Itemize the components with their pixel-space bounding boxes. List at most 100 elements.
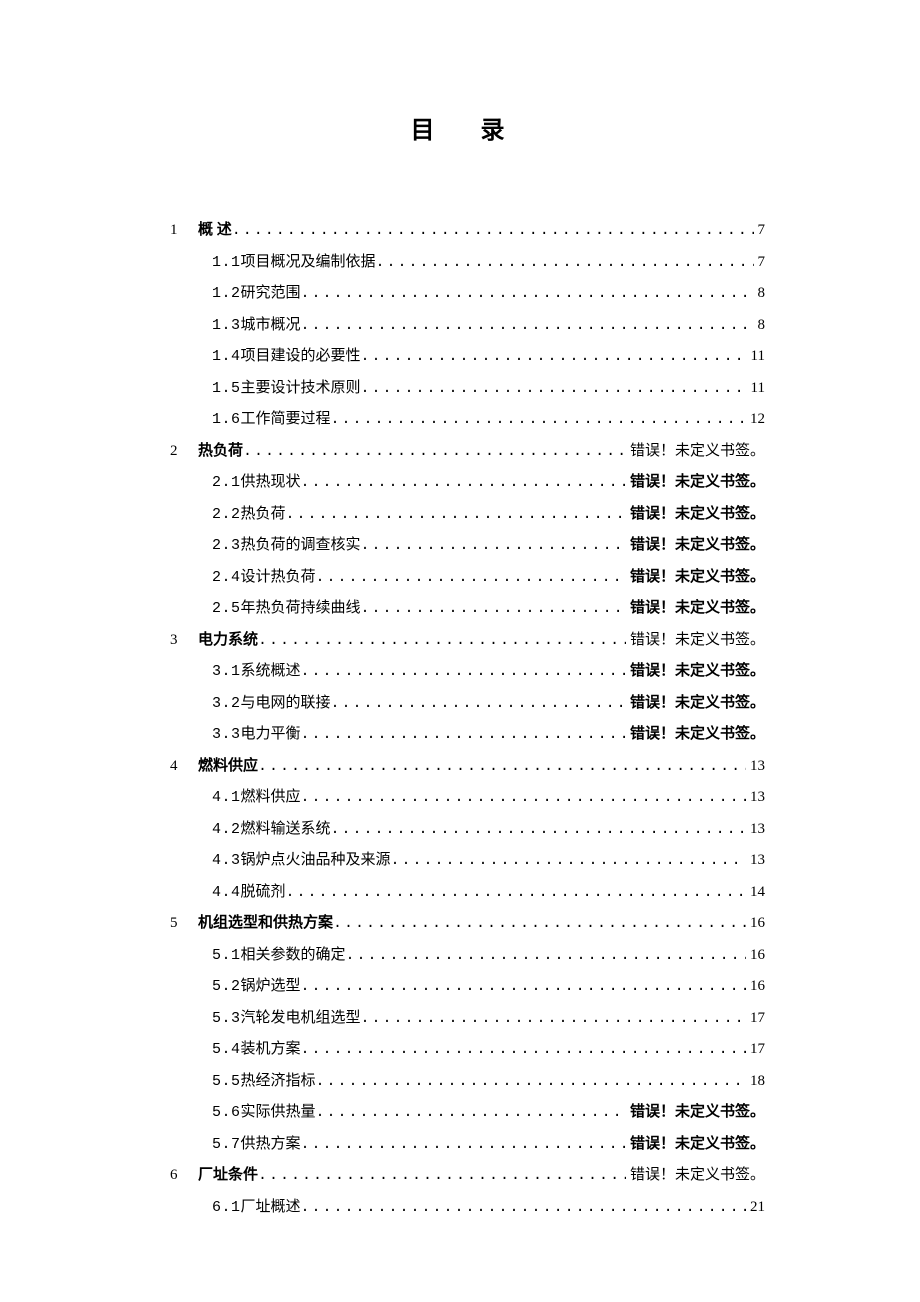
- toc-section: 1概 述 7: [170, 215, 765, 247]
- toc-subsection: 5.2 锅炉选型16: [212, 971, 765, 1003]
- toc-subsection-number: 5.4: [212, 1034, 241, 1066]
- toc-leader: [361, 341, 747, 373]
- toc-subsection: 1.2 研究范围8: [212, 278, 765, 310]
- toc-subsection-number: 3.2: [212, 688, 241, 720]
- toc-leader: [331, 688, 626, 720]
- toc-subsection: 5.7 供热方案 错误！未定义书签。: [212, 1129, 765, 1161]
- toc-section-number: 1: [170, 215, 198, 247]
- toc-subsection-number: 1.4: [212, 341, 241, 373]
- toc-leader: [361, 373, 747, 405]
- toc-page-ref: 7: [754, 215, 766, 247]
- toc-subsection-number: 4.3: [212, 845, 241, 877]
- toc-subsection-number: 4.1: [212, 782, 241, 814]
- toc-subsection-label: 工作简要过程: [241, 404, 331, 436]
- toc-page-ref: 错误！未定义书签。: [626, 688, 765, 720]
- toc-page-ref: 12: [746, 404, 765, 436]
- toc-subsection-number: 2.3: [212, 530, 241, 562]
- toc-page-ref: 13: [746, 782, 765, 814]
- toc-subsection: 3.3 电力平衡 错误！未定义书签。: [212, 719, 765, 751]
- toc-leader: [301, 278, 754, 310]
- toc-page-ref: 错误！未定义书签。: [626, 467, 765, 499]
- toc-page-ref: 错误！未定义书签。: [626, 625, 765, 657]
- toc-subsection: 2.5 年热负荷持续曲线 错误！未定义书签。: [212, 593, 765, 625]
- toc-subsection-label: 供热现状: [241, 467, 301, 499]
- toc-subsection-number: 3.1: [212, 656, 241, 688]
- toc-page-ref: 13: [746, 751, 765, 783]
- toc-subsection: 5.5 热经济指标18: [212, 1066, 765, 1098]
- toc-subsection-label: 项目概况及编制依据: [241, 247, 376, 279]
- toc-subsection-label: 燃料输送系统: [241, 814, 331, 846]
- toc-subsection-label: 系统概述: [241, 656, 301, 688]
- toc-page-ref: 8: [754, 278, 766, 310]
- toc-subsection: 4.4 脱硫剂14: [212, 877, 765, 909]
- toc-subsection-number: 1.3: [212, 310, 241, 342]
- toc-subsection: 2.4 设计热负荷 错误！未定义书签。: [212, 562, 765, 594]
- toc-leader: [258, 751, 746, 783]
- toc-subsection-number: 2.2: [212, 499, 241, 531]
- page-container: 目 录 1概 述71.1 项目概况及编制依据71.2 研究范围81.3 城市概况…: [0, 0, 920, 1302]
- toc-leader: [286, 499, 626, 531]
- toc-subsection-label: 装机方案: [241, 1034, 301, 1066]
- toc-leader: [301, 310, 754, 342]
- toc-section-number: 3: [170, 625, 198, 657]
- toc-subsection: 2.1 供热现状 错误！未定义书签。: [212, 467, 765, 499]
- toc-subsection-label: 年热负荷持续曲线: [241, 593, 361, 625]
- toc-subsection-label: 城市概况: [241, 310, 301, 342]
- toc-leader: [301, 719, 626, 751]
- toc-leader: [316, 562, 626, 594]
- toc-subsection-label: 燃料供应: [241, 782, 301, 814]
- toc-subsection: 2.2 热负荷 错误！未定义书签。: [212, 499, 765, 531]
- toc-section-number: 2: [170, 436, 198, 468]
- toc-section-label: 机组选型和供热方案: [198, 908, 333, 940]
- toc-subsection-number: 5.3: [212, 1003, 241, 1035]
- toc-leader: [232, 215, 754, 247]
- toc-page-ref: 错误！未定义书签。: [626, 593, 765, 625]
- toc-page-ref: 7: [754, 247, 766, 279]
- toc-leader: [286, 877, 746, 909]
- toc-subsection-number: 2.5: [212, 593, 241, 625]
- toc-section-number: 4: [170, 751, 198, 783]
- toc-subsection: 5.6 实际供热量 错误！未定义书签。: [212, 1097, 765, 1129]
- toc-leader: [361, 1003, 746, 1035]
- toc-section-label: 厂址条件: [198, 1160, 258, 1192]
- toc-leader: [376, 247, 754, 279]
- toc-section-label: 概 述: [198, 215, 232, 247]
- toc-page-ref: 13: [746, 845, 765, 877]
- toc-subsection-number: 5.1: [212, 940, 241, 972]
- toc-subsection-label: 相关参数的确定: [241, 940, 346, 972]
- toc-leader: [333, 908, 746, 940]
- toc-page-ref: 18: [746, 1066, 765, 1098]
- toc-subsection: 1.5 主要设计技术原则11: [212, 373, 765, 405]
- toc-page-ref: 14: [746, 877, 765, 909]
- toc-subsection-number: 1.5: [212, 373, 241, 405]
- toc-subsection-number: 3.3: [212, 719, 241, 751]
- toc-leader: [301, 1034, 746, 1066]
- toc-page-ref: 11: [747, 341, 765, 373]
- toc-subsection-label: 热负荷的调查核实: [241, 530, 361, 562]
- toc-page-ref: 错误！未定义书签。: [626, 530, 765, 562]
- toc-section: 5机组选型和供热方案16: [170, 908, 765, 940]
- toc-page-ref: 8: [754, 310, 766, 342]
- toc-page-ref: 17: [746, 1034, 765, 1066]
- toc-subsection-number: 2.4: [212, 562, 241, 594]
- toc-leader: [361, 530, 626, 562]
- toc-section-label: 电力系统: [198, 625, 258, 657]
- toc-page-ref: 17: [746, 1003, 765, 1035]
- toc-subsection: 4.2 燃料输送系统13: [212, 814, 765, 846]
- toc-page-ref: 21: [746, 1192, 765, 1224]
- toc-subsection: 5.3 汽轮发电机组选型 17: [212, 1003, 765, 1035]
- toc-leader: [301, 1192, 746, 1224]
- toc-page-ref: 错误！未定义书签。: [626, 1129, 765, 1161]
- toc-subsection-label: 汽轮发电机组选型: [241, 1003, 361, 1035]
- toc-section: 2热负荷错误！未定义书签。: [170, 436, 765, 468]
- toc-subsection-number: 5.2: [212, 971, 241, 1003]
- toc-page-ref: 错误！未定义书签。: [626, 719, 765, 751]
- toc-subsection-label: 锅炉选型: [241, 971, 301, 1003]
- toc-leader: [301, 656, 626, 688]
- toc-leader: [361, 593, 626, 625]
- toc-subsection-label: 热经济指标: [241, 1066, 316, 1098]
- toc-subsection-label: 设计热负荷: [241, 562, 316, 594]
- toc-subsection: 2.3热负荷的调查核实 错误！未定义书签。: [212, 530, 765, 562]
- toc-page-ref: 16: [746, 908, 765, 940]
- toc-subsection-label: 电力平衡: [241, 719, 301, 751]
